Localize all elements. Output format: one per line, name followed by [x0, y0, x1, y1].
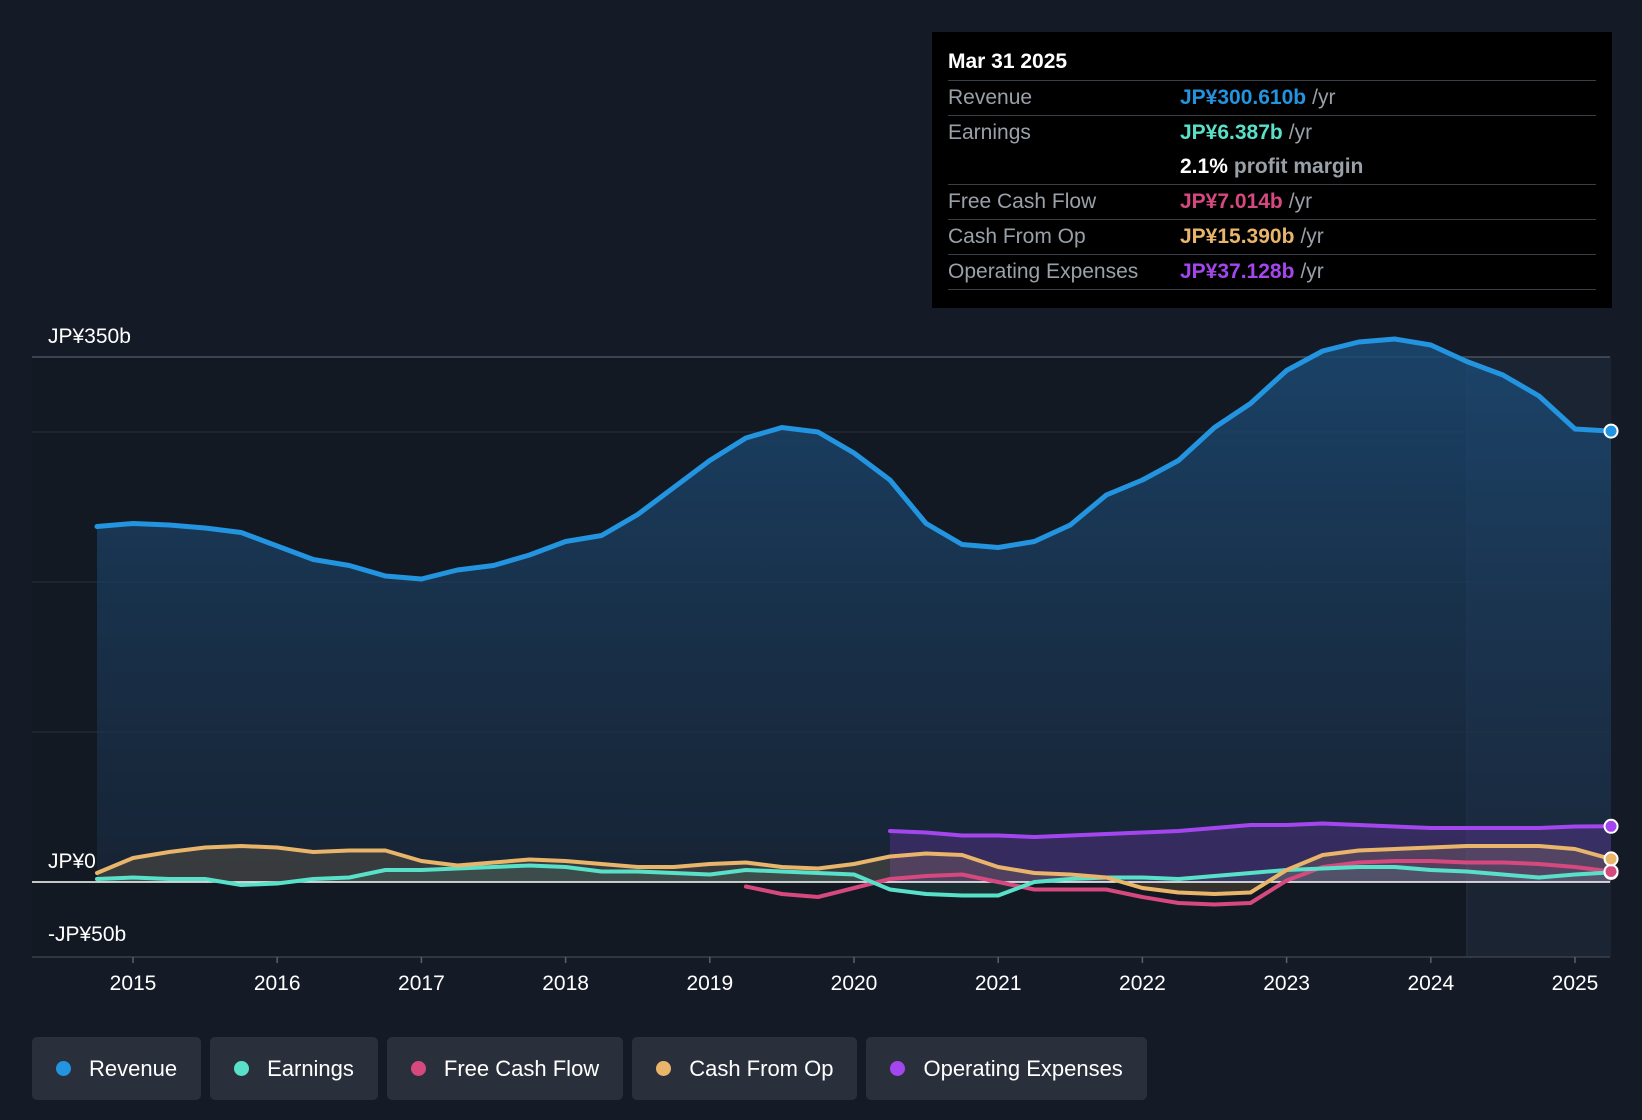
legend-label: Operating Expenses	[923, 1055, 1123, 1081]
x-tick-label: 2021	[975, 972, 1022, 995]
tooltip-row-margin: 2.1% profit margin	[948, 150, 1596, 184]
tooltip-row-earnings: Earnings JP¥6.387b /yr	[948, 115, 1596, 150]
tooltip: Mar 31 2025 Revenue JP¥300.610b /yr Earn…	[932, 32, 1612, 308]
area-revenue	[97, 339, 1611, 882]
tooltip-value: JP¥37.128b	[1180, 260, 1295, 283]
tooltip-row-cfo: Cash From Op JP¥15.390b /yr	[948, 219, 1596, 254]
legend-item-operating-expenses[interactable]: Operating Expenses	[866, 1037, 1147, 1100]
series-line-operating-expenses	[888, 821, 1613, 839]
series-line-free-cash-flow	[743, 859, 1613, 907]
legend-label: Revenue	[89, 1055, 178, 1081]
profit-margin-label: profit margin	[1233, 155, 1364, 178]
x-tick-label: 2022	[1119, 972, 1166, 995]
tooltip-unit: /yr	[1288, 190, 1313, 213]
legend-label: Free Cash Flow	[443, 1055, 600, 1081]
x-tick-label: 2017	[398, 972, 445, 995]
tooltip-date: Mar 31 2025	[948, 50, 1068, 73]
legend-item-free-cash-flow[interactable]: Free Cash Flow	[386, 1037, 624, 1100]
legend-dot-icon	[234, 1061, 250, 1076]
tooltip-label: Revenue	[948, 86, 1033, 109]
tooltip-label: Free Cash Flow	[948, 190, 1097, 213]
legend-item-cash-from-op[interactable]: Cash From Op	[632, 1037, 858, 1100]
x-tick-label: 2025	[1552, 972, 1599, 995]
tooltip-unit: /yr	[1300, 225, 1324, 248]
tooltip-value: JP¥300.610b	[1180, 86, 1307, 109]
x-tick-label: 2015	[110, 972, 157, 995]
tooltip-unit: /yr	[1300, 260, 1324, 283]
tooltip-row-opex: Operating Expenses JP¥37.128b /yr	[948, 254, 1596, 290]
tooltip-value: JP¥6.387b	[1180, 121, 1283, 144]
tooltip-unit: /yr	[1312, 86, 1336, 109]
end-marker-free-cash-flow	[1603, 863, 1619, 879]
tooltip-label: Earnings	[948, 121, 1031, 144]
x-tick-label: 2020	[831, 972, 878, 995]
x-tick-label: 2018	[542, 972, 589, 995]
end-marker-cash-from-op	[1603, 851, 1619, 867]
end-marker-revenue	[1603, 423, 1619, 439]
series-line-earnings	[95, 863, 1613, 898]
legend-dot-icon	[656, 1061, 672, 1076]
area-operating-expenses	[890, 823, 1611, 882]
legend-item-earnings[interactable]: Earnings	[210, 1037, 378, 1100]
legend-item-revenue[interactable]: Revenue	[32, 1037, 202, 1100]
x-tick-label: 2023	[1263, 972, 1310, 995]
tooltip-value: JP¥15.390b	[1180, 225, 1295, 248]
legend-label: Cash From Op	[689, 1055, 834, 1081]
y-axis-label: JP¥0	[48, 850, 96, 873]
legend: Revenue Earnings Free Cash Flow Cash Fro…	[32, 1037, 1156, 1100]
legend-label: Earnings	[267, 1055, 354, 1081]
tooltip-label: Operating Expenses	[948, 260, 1139, 283]
x-tick-label: 2016	[254, 972, 301, 995]
y-axis-label: JP¥350b	[48, 325, 131, 348]
end-marker-operating-expenses	[1603, 818, 1619, 834]
tooltip-unit: /yr	[1288, 121, 1313, 144]
tooltip-label: Cash From Op	[948, 225, 1086, 248]
series-line-revenue	[94, 336, 1614, 582]
tooltip-row-revenue: Revenue JP¥300.610b /yr	[948, 80, 1596, 115]
x-tick-label: 2024	[1407, 972, 1454, 995]
legend-dot-icon	[410, 1061, 426, 1076]
tooltip-value: JP¥7.014b	[1180, 190, 1283, 213]
area-earnings	[97, 865, 1611, 896]
tooltip-row-fcf: Free Cash Flow JP¥7.014b /yr	[948, 184, 1596, 219]
y-axis-label: -JP¥50b	[48, 923, 126, 946]
x-tick-label: 2019	[686, 972, 733, 995]
profit-margin-value: 2.1%	[1180, 155, 1228, 178]
series-line-cash-from-op	[95, 844, 1613, 896]
legend-dot-icon	[56, 1061, 71, 1076]
legend-dot-icon	[890, 1061, 906, 1076]
